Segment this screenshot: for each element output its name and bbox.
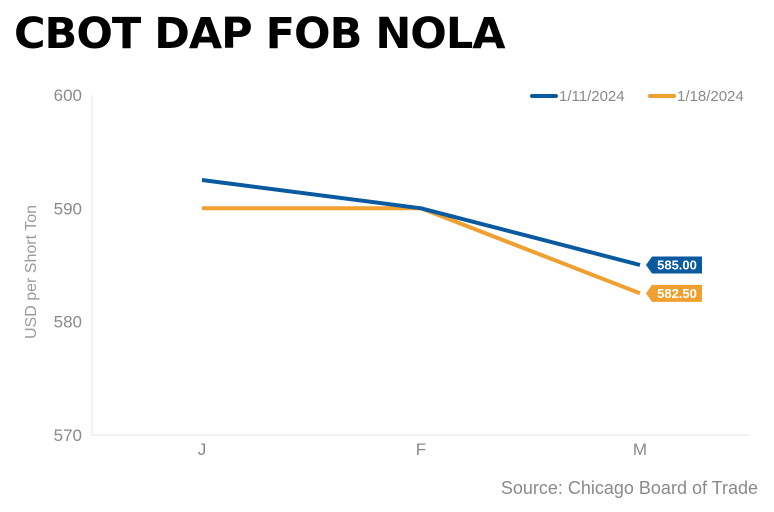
chart-title: CBOT DAP FOB NOLA — [14, 9, 506, 59]
y-tick-label: 580 — [54, 313, 82, 332]
chart-legend: 1/11/2024 1/18/2024 — [530, 88, 744, 105]
y-axis-label: USD per Short Ton — [23, 205, 40, 339]
legend-label: 1/18/2024 — [677, 88, 744, 105]
end-label-value: 585.00 — [657, 258, 697, 273]
end-label-value: 582.50 — [657, 286, 697, 301]
y-tick-label: 570 — [54, 426, 82, 445]
end-label-badge — [646, 284, 702, 302]
chart-axes — [91, 95, 750, 436]
end-labels: 585.00 582.50 — [646, 256, 702, 302]
y-tick-label: 590 — [54, 199, 82, 218]
x-tick-label: F — [416, 440, 426, 459]
x-tick-label: J — [198, 440, 207, 459]
legend-label: 1/11/2024 — [559, 88, 625, 105]
series-line — [201, 178, 641, 267]
end-label-badge — [646, 256, 702, 274]
y-axis-ticks: 570 580 590 600 — [54, 86, 82, 445]
chart-series — [201, 178, 641, 296]
series-line — [202, 206, 641, 296]
y-tick-label: 600 — [54, 86, 82, 105]
source-note: Source: Chicago Board of Trade — [500, 478, 758, 498]
x-tick-label: M — [633, 440, 647, 459]
